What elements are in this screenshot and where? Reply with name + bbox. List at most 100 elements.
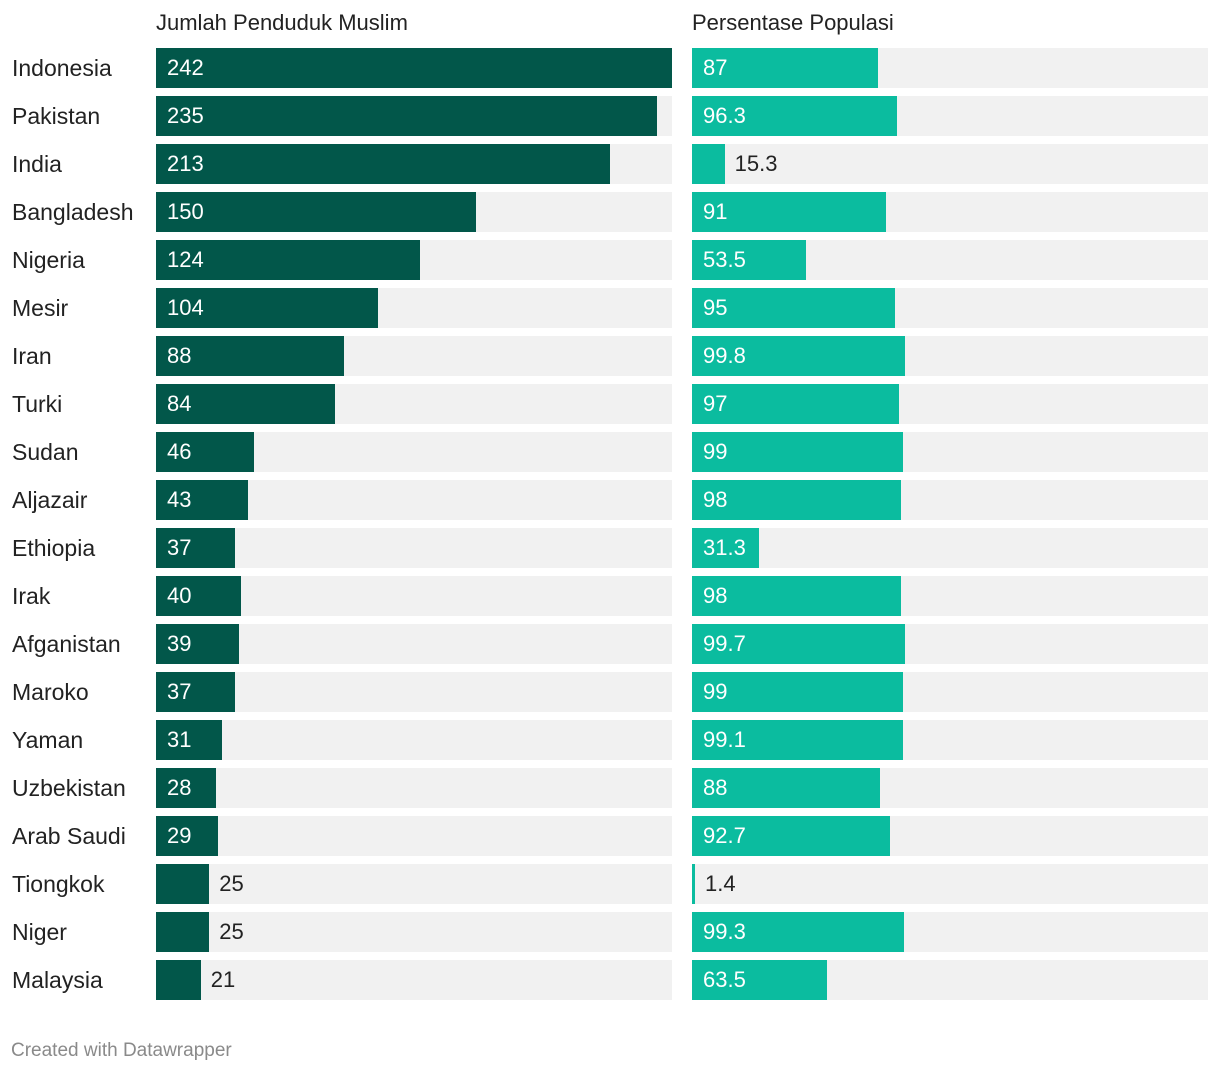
bar-population-percentage[interactable]: [692, 288, 895, 328]
category-label: Nigeria: [12, 247, 85, 273]
bar-population-percentage[interactable]: [692, 240, 807, 280]
bar-population-percentage[interactable]: [692, 576, 901, 616]
bar-muslim-population[interactable]: [156, 528, 235, 568]
bar-row: Ethiopia 37 31.3: [0, 528, 1220, 568]
bar-population-percentage[interactable]: [692, 864, 695, 904]
bar-muslim-population[interactable]: [156, 240, 421, 280]
value-label: 99: [703, 439, 728, 464]
category-label: Tiongkok: [12, 871, 105, 897]
bar-track: 25: [156, 912, 672, 952]
bar-row: Aljazair 43 98: [0, 480, 1220, 520]
category-label: India: [12, 151, 62, 177]
value-label: 99: [703, 679, 728, 704]
category-label: Mesir: [12, 295, 69, 321]
bar-population-percentage[interactable]: [692, 336, 905, 376]
bar-population-percentage[interactable]: [692, 672, 904, 712]
value-label: 46: [167, 439, 192, 464]
bar-muslim-population[interactable]: [156, 336, 344, 376]
bar-track: 28: [156, 768, 672, 808]
bar-muslim-population[interactable]: [156, 816, 218, 856]
bar-row: Iran 88 99.8: [0, 336, 1220, 376]
bar-row: Pakistan 235 96.3: [0, 96, 1220, 136]
footer-credit[interactable]: Created with Datawrapper: [11, 1040, 232, 1061]
value-label: 21: [210, 967, 236, 992]
value-label: 98: [703, 487, 728, 512]
bar-muslim-population[interactable]: [156, 480, 248, 520]
value-label: 96.3: [703, 103, 746, 128]
bar-population-percentage[interactable]: [692, 768, 880, 808]
bar-track: 91: [692, 192, 1208, 232]
bar-population-percentage[interactable]: [692, 144, 725, 184]
bar-track: 1.4: [692, 864, 1208, 904]
bar-track: 99.7: [692, 624, 1208, 664]
value-label: 88: [167, 343, 192, 368]
bar-track: 40: [156, 576, 672, 616]
category-label: Indonesia: [12, 55, 112, 81]
bar-row: Malaysia 21 63.5: [0, 960, 1220, 1000]
bar-muslim-population[interactable]: [156, 192, 476, 232]
category-label: Ethiopia: [12, 535, 96, 561]
bar-track: 95: [692, 288, 1208, 328]
category-label: Iran: [12, 343, 52, 369]
bar-population-percentage[interactable]: [692, 624, 905, 664]
bar-muslim-population[interactable]: [156, 432, 255, 472]
bar-population-percentage[interactable]: [692, 192, 887, 232]
bar-track: 46: [156, 432, 672, 472]
bar-row: Uzbekistan 28 88: [0, 768, 1220, 808]
bar-population-percentage[interactable]: [692, 816, 890, 856]
value-label: 99.7: [703, 631, 746, 656]
bar-muslim-population[interactable]: [156, 864, 210, 904]
bar-muslim-population[interactable]: [156, 624, 240, 664]
bar-track: 31.3: [692, 528, 1208, 568]
bar-muslim-population[interactable]: [156, 960, 201, 1000]
series-title-population-percentage: Persentase Populasi: [692, 10, 894, 35]
value-label: 40: [167, 583, 192, 608]
value-label: 97: [703, 391, 728, 416]
bar-population-percentage[interactable]: [692, 432, 904, 472]
bar-row: Indonesia 242 87: [0, 48, 1220, 88]
value-label: 53.5: [703, 247, 746, 272]
bar-population-percentage[interactable]: [692, 384, 899, 424]
bar-muslim-population[interactable]: [156, 48, 672, 88]
value-label: 88: [703, 775, 728, 800]
bar-population-percentage[interactable]: [692, 480, 901, 520]
bar-population-percentage[interactable]: [692, 48, 878, 88]
value-label: 99.8: [703, 343, 746, 368]
bar-muslim-population[interactable]: [156, 384, 336, 424]
bar-muslim-population[interactable]: [156, 672, 235, 712]
bar-row: Niger 25 99.3: [0, 912, 1220, 952]
bar-track: 92.7: [692, 816, 1208, 856]
value-label: 31: [167, 727, 192, 752]
bar-population-percentage[interactable]: [692, 720, 904, 760]
value-label: 37: [167, 679, 192, 704]
value-label: 91: [703, 199, 728, 224]
bar-row: Yaman 31 99.1: [0, 720, 1220, 760]
bar-row: Turki 84 97: [0, 384, 1220, 424]
series-title-muslim-population: Jumlah Penduduk Muslim: [156, 10, 408, 35]
category-label: Uzbekistan: [12, 775, 126, 801]
value-label: 104: [167, 295, 204, 320]
bar-population-percentage[interactable]: [692, 912, 904, 952]
category-label: Maroko: [12, 679, 89, 705]
bar-population-percentage[interactable]: [692, 528, 759, 568]
bar-track: 235: [156, 96, 672, 136]
bar-row: India 213 15.3: [0, 144, 1220, 184]
bar-muslim-population[interactable]: [156, 144, 611, 184]
bar-population-percentage[interactable]: [692, 960, 828, 1000]
bar-track: 99: [692, 672, 1208, 712]
bar-track: 84: [156, 384, 672, 424]
bar-row: Sudan 46 99: [0, 432, 1220, 472]
bar-muslim-population[interactable]: [156, 768, 216, 808]
bar-track: 124: [156, 240, 672, 280]
value-label: 99.3: [703, 919, 746, 944]
bar-muslim-population[interactable]: [156, 576, 242, 616]
bar-muslim-population[interactable]: [156, 96, 658, 136]
bar-muslim-population[interactable]: [156, 288, 378, 328]
bar-muslim-population[interactable]: [156, 720, 223, 760]
category-label: Malaysia: [12, 967, 103, 993]
bar-muslim-population[interactable]: [156, 912, 210, 952]
value-label: 15.3: [734, 151, 778, 176]
bar-track: 99.8: [692, 336, 1208, 376]
bar-population-percentage[interactable]: [692, 96, 898, 136]
category-label: Aljazair: [12, 487, 88, 513]
